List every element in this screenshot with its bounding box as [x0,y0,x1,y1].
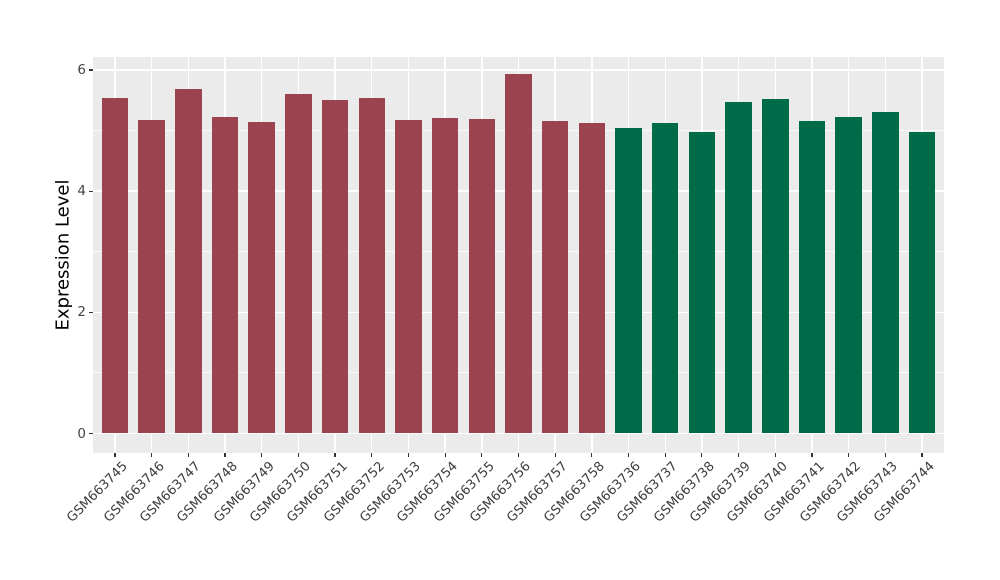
bar-GSM663738 [688,132,716,434]
bar-GSM663755 [468,119,496,434]
bar-GSM663743 [872,111,899,434]
x-axis-tick [481,453,483,457]
x-axis-tick [114,453,116,457]
x-axis-tick [261,453,263,457]
x-axis-tick [371,453,373,457]
bar-GSM663756 [505,74,532,434]
bar-GSM663744 [908,132,936,434]
bar-GSM663746 [138,119,165,434]
x-axis-tick [407,453,410,457]
x-axis-tick [848,453,850,457]
bar-GSM663750 [285,93,312,434]
y-axis-tick [89,69,93,71]
bar-GSM663747 [175,88,202,434]
plot-panel [89,57,944,457]
y-tick-label: 2 [77,304,86,321]
y-tick-label: 4 [77,183,86,200]
x-axis-tick [884,453,886,457]
x-axis-tick [701,453,703,457]
y-tick-label: 6 [77,62,86,79]
bar-GSM663758 [578,122,606,434]
bar-GSM663737 [651,123,679,434]
h-gridline-major [93,69,944,71]
x-axis-tick [921,453,923,457]
x-axis-tick [811,453,813,457]
bar-GSM663739 [725,102,752,434]
bar-GSM663741 [798,120,826,434]
y-axis-tick [89,311,93,313]
x-axis-tick [224,453,226,457]
bar-GSM663749 [248,121,275,434]
x-axis-tick [151,453,153,457]
x-axis-tick [297,453,299,457]
bar-GSM663757 [541,120,569,434]
bar-GSM663752 [358,98,386,434]
bar-GSM663754 [431,118,459,434]
h-gridline-major [93,432,944,435]
x-axis-tick [627,453,630,457]
x-axis-tick [554,453,556,457]
bar-GSM663745 [101,97,129,434]
x-axis-tick [774,453,776,457]
bar-GSM663740 [762,99,789,434]
bar-GSM663751 [321,100,349,434]
x-axis-tick [334,453,336,457]
x-axis-tick [517,453,520,457]
bar-GSM663736 [615,127,642,434]
x-axis-tick [444,453,446,457]
y-axis-title: Expression Level [52,179,74,331]
bar-GSM663748 [211,116,239,434]
x-axis-tick [664,453,666,457]
bar-GSM663742 [835,117,862,434]
x-axis-tick [737,453,740,457]
bar-GSM663753 [395,119,422,434]
x-axis-tick [591,453,593,457]
x-axis-tick [187,453,189,457]
y-axis-tick [89,190,93,192]
y-tick-label: 0 [77,425,86,442]
y-axis-tick [89,432,93,435]
